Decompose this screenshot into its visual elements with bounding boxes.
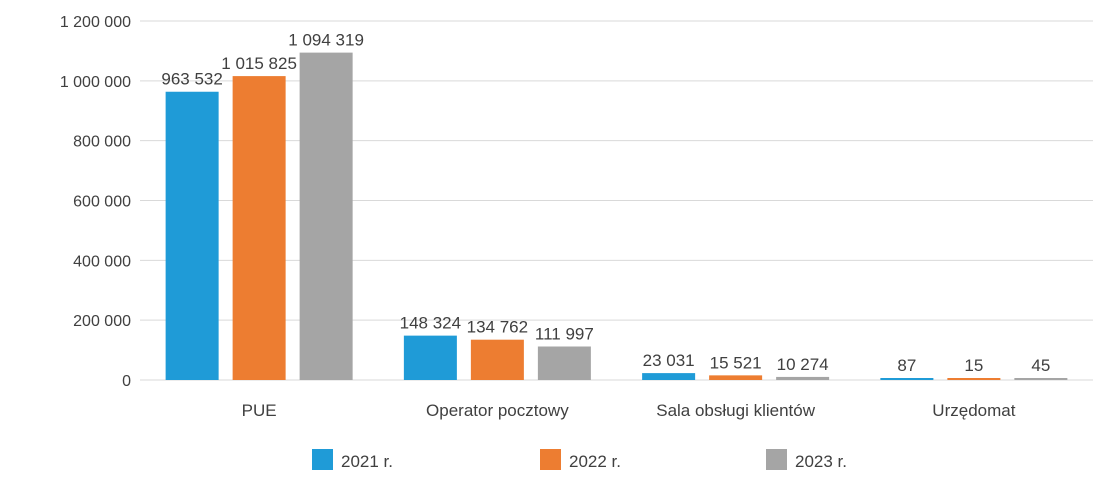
bar [299,52,353,380]
y-tick-label: 600 000 [73,194,131,211]
y-tick-label: 1 000 000 [60,74,131,91]
data-label: 10 274 [777,355,829,374]
category-labels: PUE Operator pocztowy Sala obsługi klientó… [242,401,1016,420]
legend-label: 2021 r. [341,452,393,471]
legend-swatch [540,449,561,470]
bar [403,335,457,380]
y-axis-ticks: 0 200 000 400 000 600 000 800 000 1 000 000 1 … [60,14,131,390]
data-label: 15 521 [710,353,762,372]
data-label: 111 997 [535,324,594,343]
legend: 2021 r. 2022 r. 2023 r. [312,449,847,471]
bar [776,376,830,380]
data-label: 148 324 [400,314,461,333]
legend-swatch [766,449,787,470]
y-tick-label: 1 200 000 [60,14,131,31]
data-label: 15 [964,356,983,375]
data-label: 1 094 319 [288,31,364,50]
bars [165,52,1068,380]
legend-label: 2023 r. [795,452,847,471]
bar [470,339,524,380]
category-label: PUE [242,401,277,420]
data-label: 87 [897,356,916,375]
y-tick-label: 200 000 [73,313,131,330]
data-label: 45 [1031,356,1050,375]
legend-swatch [312,449,333,470]
legend-label: 2022 r. [569,452,621,471]
data-label: 134 762 [467,318,528,337]
data-label: 1 015 825 [221,54,297,73]
category-label: Sala obsługi klientów [656,401,815,420]
bar [537,346,591,380]
data-label: 23 031 [643,351,695,370]
bar [880,378,934,380]
bar [165,91,219,380]
bar [1014,378,1068,380]
y-tick-label: 400 000 [73,253,131,270]
bar [709,375,763,380]
bar [642,373,696,380]
category-label: Urzędomat [932,401,1015,420]
y-tick-label: 0 [122,373,131,390]
gridlines [140,20,1093,381]
bar [232,76,286,380]
y-tick-label: 800 000 [73,134,131,151]
category-label: Operator pocztowy [426,401,569,420]
bar [947,378,1001,380]
data-label: 963 532 [161,70,222,89]
